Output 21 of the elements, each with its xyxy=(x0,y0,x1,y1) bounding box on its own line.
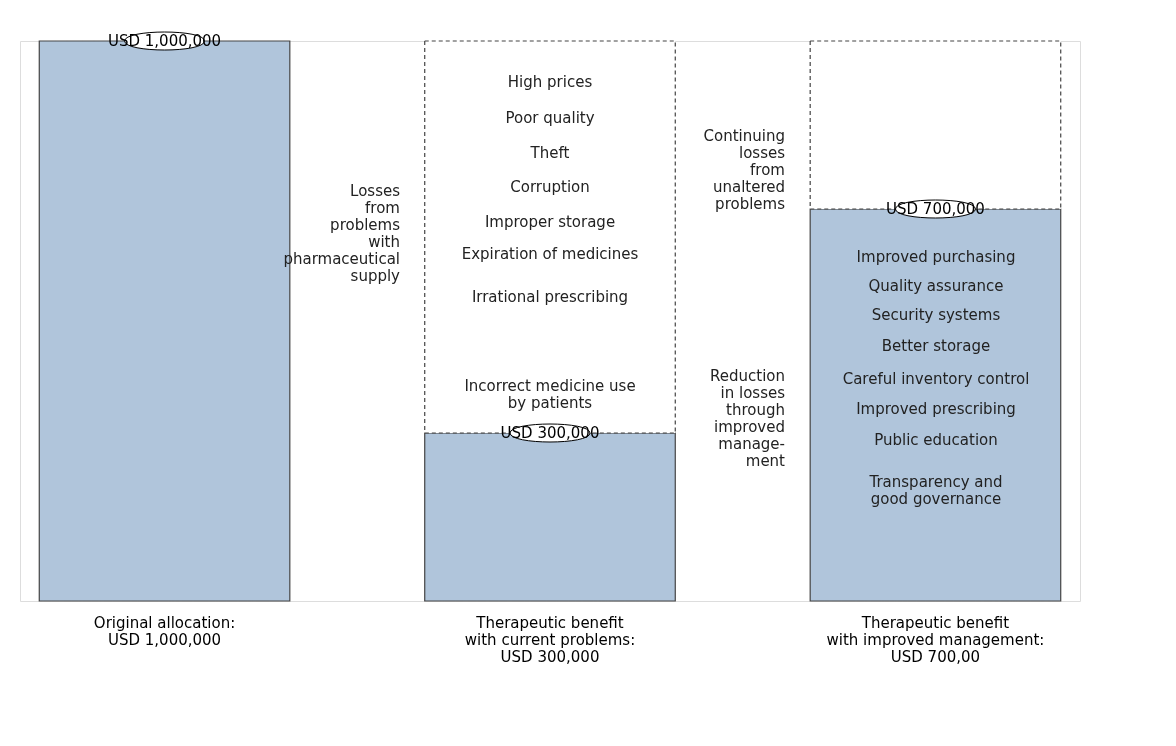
x-tick-label: Therapeutic benefit with improved management: USD 700,00 xyxy=(826,613,1045,666)
annotation: Improved prescribing xyxy=(856,400,1016,418)
annotation: Theft xyxy=(529,144,570,162)
annotation: Continuing losses from unaltered problems xyxy=(703,127,786,213)
annotation: Irrational prescribing xyxy=(471,288,629,306)
annotation: Poor quality xyxy=(505,109,595,127)
annotation: High prices xyxy=(507,73,593,91)
annotation: Reduction in losses through improved manage- ment xyxy=(710,367,786,470)
x-tick-label: Therapeutic benefit with current problems: USD 300,000 xyxy=(464,613,636,666)
annotation: Incorrect medicine use by patients xyxy=(464,377,636,412)
annotation: Expiration of medicines xyxy=(461,245,639,263)
annotation: Transparency and good governance xyxy=(868,473,1003,508)
annotation: Careful inventory control xyxy=(842,370,1030,388)
annotation: Improved purchasing xyxy=(856,248,1016,266)
annotation: Improper storage xyxy=(484,213,616,231)
x-tick-label: Original allocation: USD 1,000,000 xyxy=(93,613,236,649)
annotation: Corruption xyxy=(510,178,590,196)
annotation: Better storage xyxy=(881,337,991,355)
annotation: Quality assurance xyxy=(868,277,1004,295)
annotation: Public education xyxy=(874,431,998,449)
annotation: Security systems xyxy=(871,306,1001,324)
